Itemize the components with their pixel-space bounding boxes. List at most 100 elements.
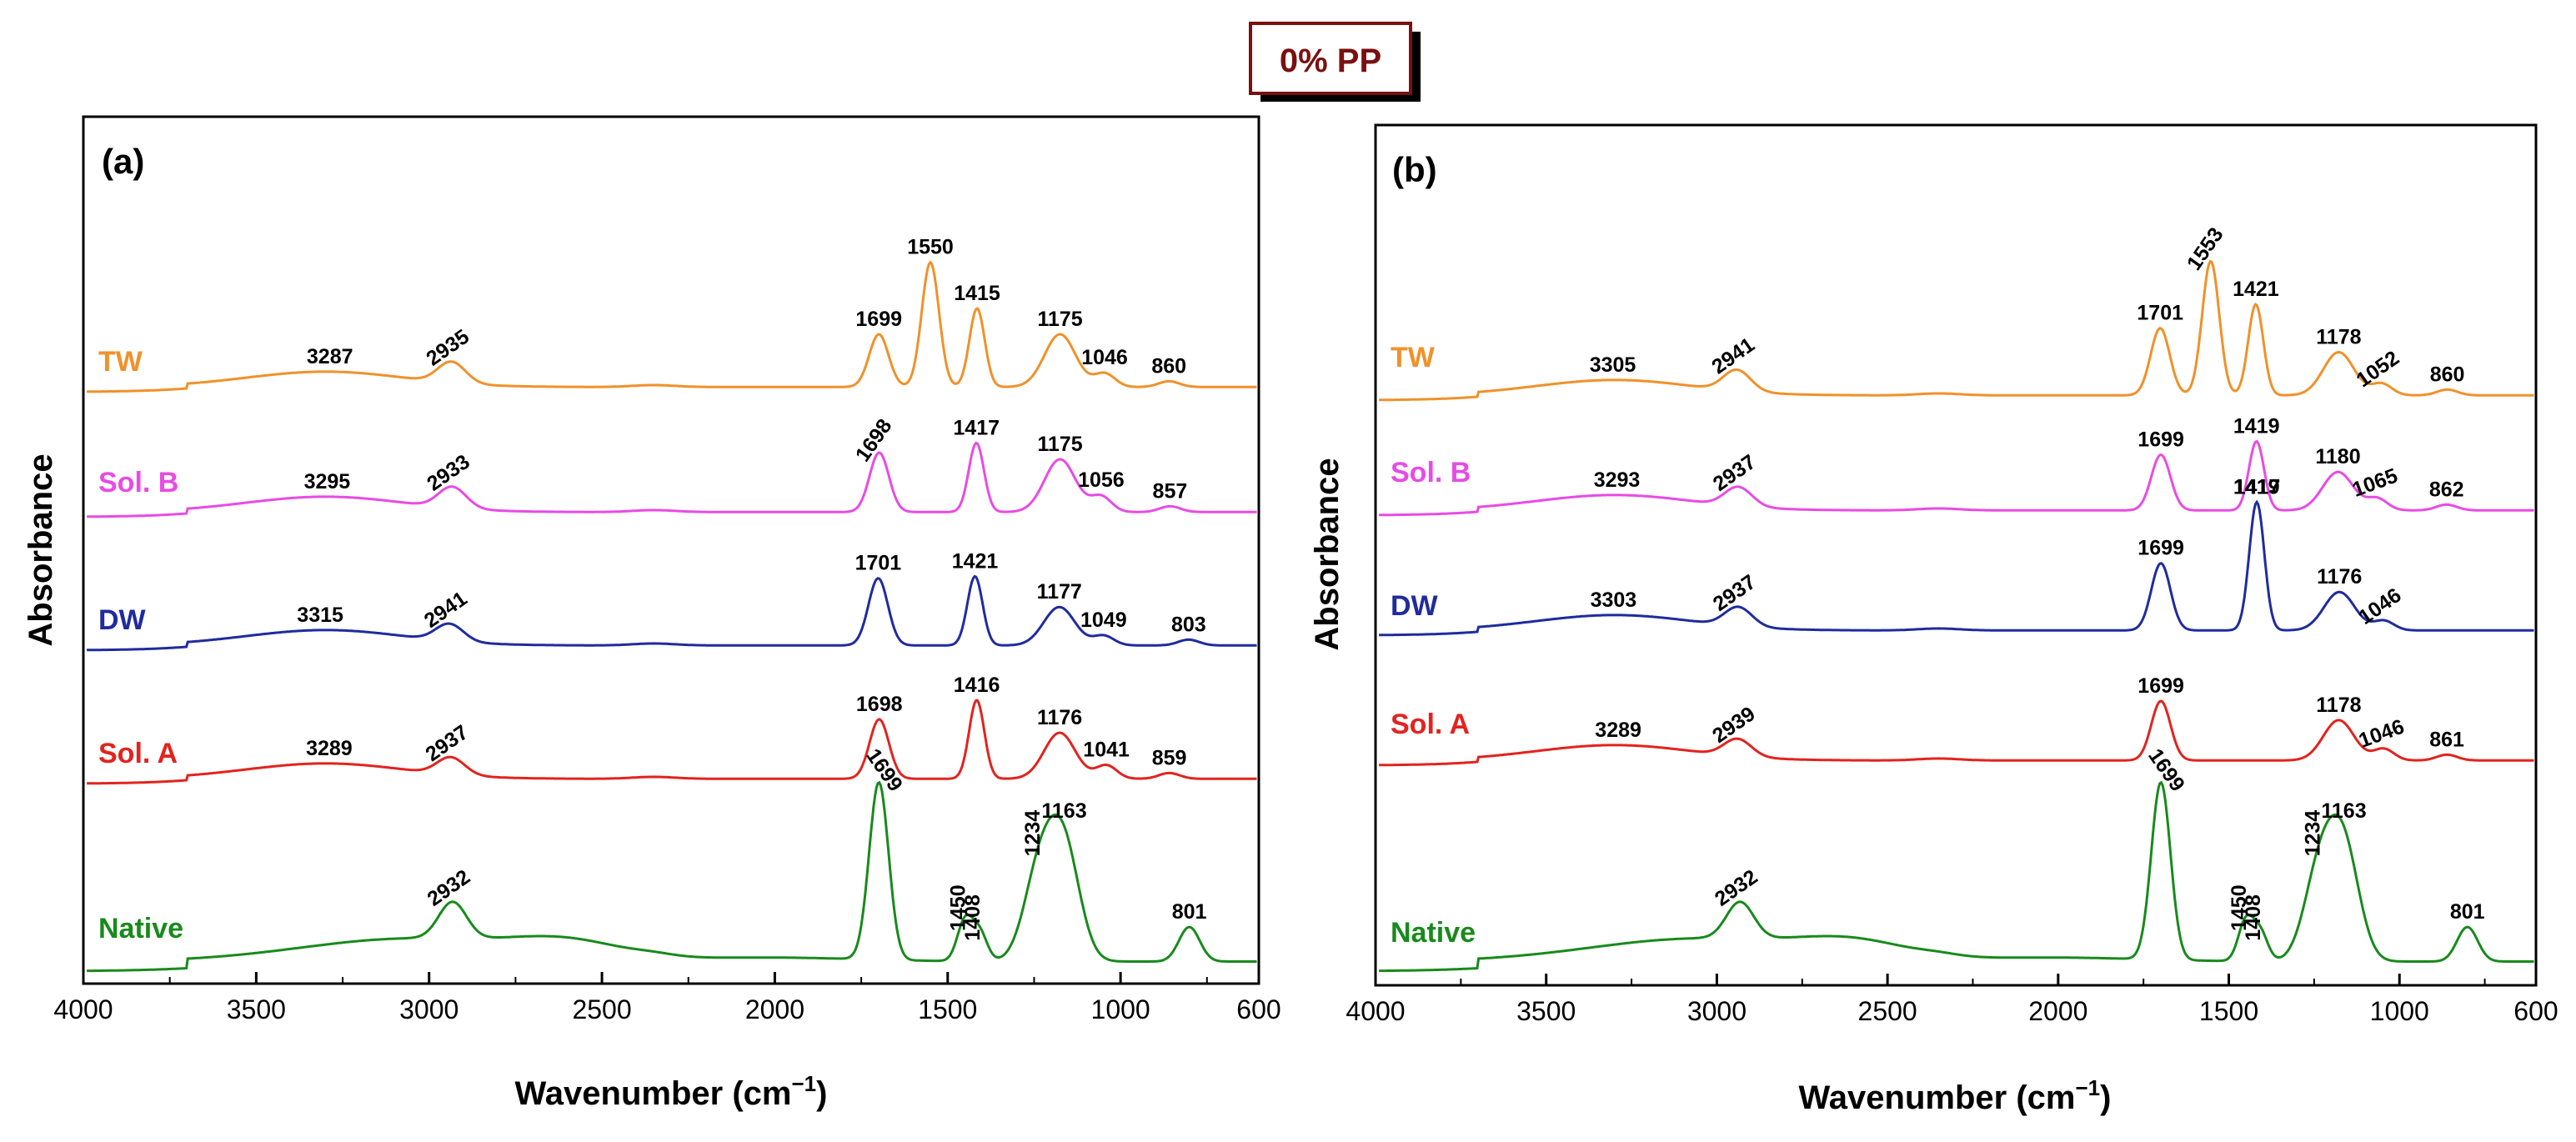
peak-label: 1415 [954, 282, 1000, 305]
series-line [87, 260, 1257, 393]
peak-label: 862 [2429, 478, 2464, 501]
series-line [1379, 780, 2534, 973]
series-label: Sol. B [98, 467, 178, 498]
x-tick-label: 3000 [399, 994, 459, 1024]
peak-label: 1699 [2143, 744, 2189, 796]
peak-label: 1699 [2137, 428, 2184, 452]
series-label: Sol. A [1391, 709, 1470, 740]
peak-label: 1234 [1021, 810, 1045, 857]
peak-label: 861 [2429, 728, 2464, 751]
peak-label: 1180 [2315, 445, 2360, 468]
series-label: Sol. A [98, 738, 178, 769]
peak-label: 857 [1153, 479, 1188, 503]
panel-label-a: (a) [102, 142, 144, 181]
x-tick-label: 1500 [2199, 996, 2258, 1026]
peak-label: 1701 [2137, 302, 2183, 325]
series-sol-b: Sol. B 3295 2933 1698 1417 1175 1056 857 [87, 414, 1257, 518]
x-tick-label: 1000 [2370, 996, 2429, 1026]
x-ticks-a: 4000 3500 3000 2500 2000 1500 1000 600 [53, 972, 1281, 1024]
peak-label: 1046 [2354, 584, 2406, 629]
peak-label: 859 [1152, 746, 1187, 769]
x-tick-label: 4000 [1346, 996, 1405, 1026]
series-label: TW [1391, 342, 1436, 373]
panel-a: (a) Absorbance Wavenumber (cm−1) 4000 350… [23, 115, 1281, 1112]
peak-label: 1178 [2316, 694, 2361, 717]
series-line [1379, 439, 2534, 517]
series-line [87, 574, 1257, 652]
x-tick-label: 1500 [918, 994, 977, 1024]
panel-label-b: (b) [1392, 150, 1437, 189]
peak-label: 1416 [954, 674, 1000, 697]
peak-label: 2937 [1709, 570, 1761, 616]
peak-label: 2941 [420, 587, 472, 633]
series-label: DW [1391, 590, 1439, 622]
peak-label: 1553 [2183, 223, 2228, 275]
peak-label: 3293 [1594, 468, 1641, 492]
peak-label: 1450 [947, 884, 970, 931]
peak-label: 1699 [2137, 537, 2184, 560]
peak-label: 3303 [1591, 589, 1637, 612]
x-tick-label: 600 [2513, 996, 2558, 1026]
peak-label: 1056 [1078, 468, 1125, 492]
peak-label: 2937 [421, 720, 473, 766]
peak-label: 3295 [304, 470, 351, 493]
peak-label: 1417 [953, 416, 1000, 439]
peak-label: 1046 [1081, 346, 1128, 369]
x-tick-label: 2000 [745, 994, 804, 1024]
peak-label: 1049 [1080, 609, 1127, 632]
x-ticks-b: 4000 3500 3000 2500 2000 1500 1000 600 [1346, 974, 2558, 1026]
figure-title-box: 0% PP [1249, 22, 1421, 102]
peak-label: 1450 [2228, 884, 2251, 931]
peak-label: 3289 [306, 737, 353, 760]
peak-label: 1046 [2356, 715, 2408, 753]
peak-label: 3289 [1595, 719, 1641, 742]
plot-frame-a [82, 115, 1260, 985]
series-dw: DW 3315 2941 1701 1421 1177 1049 803 [87, 549, 1257, 652]
series-label: Native [1391, 917, 1476, 949]
series-label: DW [98, 604, 147, 636]
peak-label: 803 [1171, 613, 1206, 636]
peak-label: 1177 [1037, 580, 1082, 604]
peak-label: 1701 [855, 552, 902, 575]
peak-label: 1176 [1037, 706, 1082, 729]
x-axis-title-b: Wavenumber (cm−1) [1799, 1075, 2112, 1116]
y-axis-title-b: Absorbance [1309, 458, 1346, 650]
x-tick-label: 2000 [2028, 996, 2087, 1026]
plot-frame-b [1374, 123, 2538, 987]
peak-label: 2935 [422, 325, 474, 371]
x-tick-label: 1000 [1091, 994, 1150, 1024]
peak-label: 1698 [851, 414, 897, 466]
peak-label: 1419 [2233, 414, 2280, 438]
y-axis-title-a: Absorbance [23, 453, 59, 646]
x-tick-label: 2500 [572, 994, 631, 1024]
peak-label: 1052 [2352, 346, 2403, 392]
peak-label: 1699 [2137, 674, 2184, 698]
peak-label: 801 [1172, 900, 1207, 924]
peak-label: 1698 [856, 693, 903, 716]
peak-label: 3305 [1590, 353, 1636, 377]
x-tick-label: 3500 [227, 994, 286, 1024]
peak-label: 3315 [297, 604, 343, 627]
series-label: Sol. B [1391, 457, 1471, 488]
series-line [87, 699, 1257, 785]
peak-label: 1178 [2316, 326, 2361, 349]
x-tick-label: 3000 [1687, 996, 1747, 1026]
peak-label: 2937 [1709, 450, 1761, 496]
series-line [1379, 259, 2534, 402]
peak-label: 1419 [2233, 475, 2280, 498]
peak-label: 1163 [2321, 799, 2366, 823]
peak-label: 2941 [1707, 333, 1759, 378]
series-line [87, 780, 1257, 973]
peak-label: 1699 [855, 308, 902, 331]
peak-label: 3287 [307, 345, 353, 368]
peak-label: 1234 [2301, 810, 2324, 857]
series-label: Native [98, 913, 183, 944]
panel-b: (b) Absorbance Wavenumber (cm−1) 4000 350… [1309, 123, 2558, 1116]
series-line [1379, 499, 2534, 637]
peak-label: 1408 [961, 894, 985, 941]
